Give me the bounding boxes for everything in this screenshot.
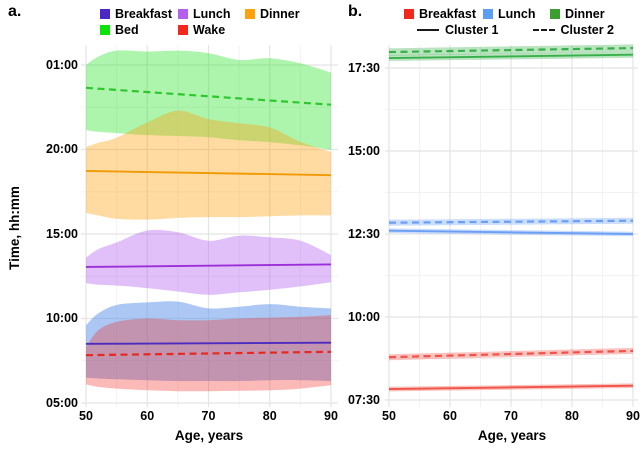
legend-label: Breakfast	[115, 7, 172, 21]
legend-label: Wake	[193, 23, 226, 37]
legend-item-bed-a: Bed	[100, 23, 178, 37]
breakfast-swatch-icon	[100, 9, 110, 19]
legend-label: Lunch	[498, 7, 536, 21]
legend-label: Cluster 1	[445, 23, 499, 37]
legend-item-lunch-b: Lunch	[483, 7, 550, 21]
dashed-line-icon	[532, 29, 555, 31]
legend-item-dinner-a: Dinner	[245, 7, 300, 21]
y-axis-title: Time, hh:mm	[7, 186, 22, 270]
legend-item-lunch-a: Lunch	[178, 7, 245, 21]
panel-a-label: a.	[8, 3, 22, 20]
legend-label: Dinner	[565, 7, 605, 21]
legend-label: Lunch	[193, 7, 231, 21]
legend-item-cluster-1: Cluster 1	[417, 23, 499, 37]
panel-b-label: b.	[348, 3, 363, 20]
legend-a-row-2: Bed Wake	[100, 22, 225, 38]
x-axis-title-panel-b: Age, years	[477, 428, 547, 443]
lunch-swatch-icon	[178, 9, 188, 19]
legend-b-row-2: Cluster 1 Cluster 2	[417, 22, 614, 38]
dinner-swatch-icon	[550, 9, 560, 19]
x-axis-title-panel-a: Age, years	[174, 428, 244, 443]
lunch-swatch-icon	[483, 9, 493, 19]
solid-line-icon	[417, 29, 439, 31]
bed-swatch-icon	[100, 25, 110, 35]
legend-label: Cluster 2	[560, 23, 615, 37]
legend-item-dinner-b: Dinner	[550, 7, 605, 21]
legend-item-breakfast-b: Breakfast	[404, 7, 483, 21]
dinner-swatch-icon	[245, 9, 255, 19]
legend-item-breakfast-a: Breakfast	[100, 7, 178, 21]
wake-swatch-icon	[178, 25, 188, 35]
legend-item-wake-a: Wake	[178, 23, 225, 37]
breakfast-swatch-icon	[404, 9, 414, 19]
legend-item-cluster-2: Cluster 2	[532, 23, 615, 37]
legend-label: Breakfast	[419, 7, 476, 21]
legend-a-row-1: Breakfast Lunch Dinner	[100, 6, 300, 22]
legend-label: Bed	[115, 23, 139, 37]
legend-b-row-1: Breakfast Lunch Dinner	[404, 6, 605, 22]
legend-label: Dinner	[260, 7, 300, 21]
